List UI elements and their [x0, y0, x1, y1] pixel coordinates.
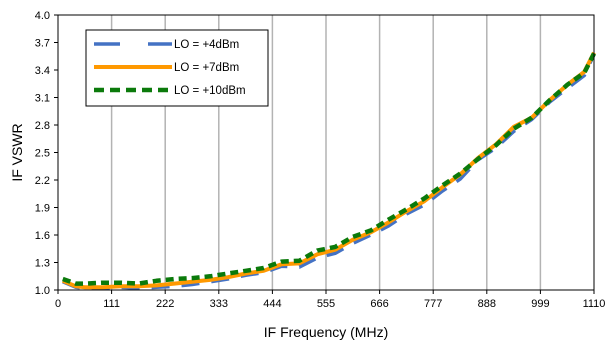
x-axis-title: IF Frequency (MHz) [264, 324, 388, 340]
x-tick-label: 444 [263, 298, 281, 310]
y-tick-label: 3.7 [35, 38, 50, 50]
y-tick-label: 3.1 [35, 93, 50, 105]
legend-label-lo-10dbm: LO = +10dBm [174, 85, 246, 97]
y-tick-label: 2.8 [35, 120, 50, 132]
y-tick-label: 1.0 [35, 285, 50, 297]
x-tick-label: 888 [478, 298, 496, 310]
legend: LO = +4dBm LO = +7dBm LO = +10dBm [85, 29, 269, 107]
legend-label-lo-7dbm: LO = +7dBm [174, 62, 239, 74]
series-line-1 [62, 51, 596, 290]
x-tick-label: 555 [317, 298, 335, 310]
axis-ticks: 0 111 222 333 444 555 666 777 888 999 1110 1.0 1.3 1.… [35, 10, 605, 310]
legend-label-lo-4dbm: LO = +4dBm [174, 39, 239, 51]
x-tick-label: 0 [55, 298, 61, 310]
x-tick-label: 999 [531, 298, 549, 310]
y-axis-title: IF VSWR [9, 123, 25, 181]
y-tick-label: 2.5 [35, 148, 50, 160]
x-tick-label: 222 [156, 298, 174, 310]
y-tick-label: 1.6 [35, 230, 50, 242]
x-tick-label: 111 [103, 298, 120, 310]
x-tick-label: 666 [370, 298, 388, 310]
y-tick-label: 4.0 [35, 10, 50, 22]
y-tick-label: 2.2 [35, 175, 50, 187]
x-tick-label: 777 [424, 298, 442, 310]
y-tick-label: 1.9 [35, 203, 50, 215]
series-line-2 [62, 52, 597, 286]
x-tick-label: 1110 [583, 298, 605, 310]
x-tick-label: 333 [210, 298, 228, 310]
y-tick-label: 1.3 [35, 258, 50, 270]
series-lines [62, 51, 597, 290]
y-tick-label: 3.4 [35, 65, 50, 77]
